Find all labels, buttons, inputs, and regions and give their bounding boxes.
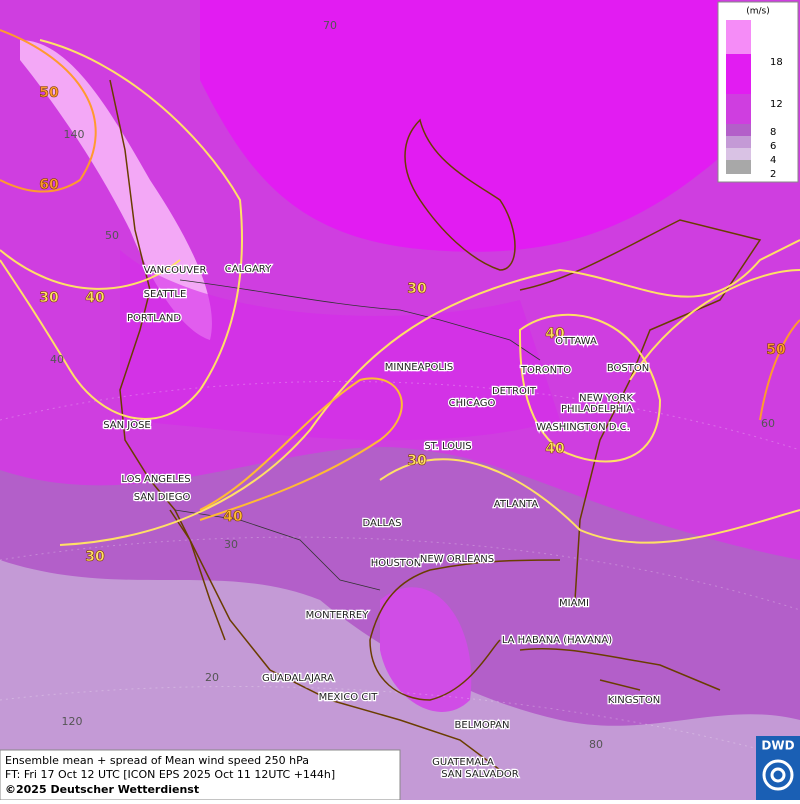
legend-swatch [726, 148, 751, 160]
spread-max [20, 40, 212, 340]
city-label: MEXICO CIT [319, 692, 379, 703]
contour-label: 30 [39, 290, 59, 306]
coastlines [109, 79, 762, 771]
city-label: SAN SALVADOR [441, 769, 518, 780]
city-label: SAN DIEGO [134, 492, 191, 503]
city-label: SEATTLE [144, 289, 187, 300]
legend-swatch [726, 136, 751, 148]
legend-swatch [726, 160, 751, 174]
contour-labels: 50 60 30 40 30 40 50 30 40 40 30 [39, 85, 786, 566]
city-label: GUATEMALA [432, 757, 494, 768]
city-label: BOSTON [607, 363, 649, 374]
graticule-label: 70 [323, 19, 337, 32]
city-label: KINGSTON [608, 695, 661, 706]
city-label: TORONTO [520, 365, 571, 376]
city-label: LOS ANGELES [121, 474, 190, 485]
city-label: PORTLAND [127, 313, 181, 324]
cities: VANCOUVER CALGARY SEATTLE PORTLAND SAN JOSE L… [102, 263, 662, 782]
legend-swatch [726, 94, 751, 124]
spread-gulf [380, 587, 472, 712]
contour-label: 40 [545, 326, 565, 342]
contour-label: 50 [766, 342, 786, 358]
legend-label: 18 [770, 57, 783, 68]
city-label: PHILADELPHIA [561, 404, 633, 415]
footer: Ensemble mean + spread of Mean wind spee… [0, 749, 401, 801]
legend-label: 4 [770, 155, 776, 166]
logo-text: DWD [761, 739, 794, 753]
footer-text: FT: Fri 17 Oct 12 UTC [ICON EPS 2025 Oct… [5, 768, 335, 781]
legend-unit: (m/s) [746, 7, 770, 17]
city-label: WASHINGTON D.C. [536, 422, 630, 433]
graticule [0, 380, 800, 761]
city-label: BELMOPAN [455, 720, 510, 731]
graticule-label: 50 [105, 229, 119, 242]
spread-high [200, 0, 760, 252]
graticule-label: 40 [50, 353, 64, 366]
legend-label: 6 [770, 141, 776, 152]
contours [0, 29, 800, 546]
city-label: CALGARY [225, 264, 272, 275]
legend-label: 8 [770, 127, 776, 138]
city-label: CHICAGO [449, 398, 496, 409]
logo-icon [762, 759, 794, 791]
graticule-label: 60 [761, 417, 775, 430]
graticule-label: 140 [64, 128, 85, 141]
logo-icon [770, 767, 786, 783]
city-label: MINNEAPOLIS [385, 362, 453, 373]
city-label: ST. LOUIS [424, 441, 471, 452]
legend-label: 12 [770, 99, 783, 110]
contour-label: 30 [85, 549, 105, 565]
city-label: VANCOUVER [144, 265, 207, 276]
city-label: MONTERREY [306, 610, 370, 621]
legend: (m/s) 18 12 8 6 4 2 [717, 1, 799, 183]
city-label: DETROIT [492, 386, 537, 397]
legend-swatch [726, 20, 751, 54]
borders [174, 279, 541, 591]
legend-label: 2 [770, 169, 776, 180]
contour-label: 50 [39, 85, 59, 101]
contour-label: 40 [85, 290, 105, 306]
spread-jet [120, 250, 560, 441]
city-label: NEW ORLEANS [420, 554, 494, 565]
logo: DWD [756, 736, 800, 800]
city-label: LA HABANA (HAVANA) [502, 635, 612, 646]
contour-label: 40 [223, 509, 243, 525]
legend-swatch [726, 124, 751, 136]
graticule-label: 20 [205, 671, 219, 684]
graticule-label: 80 [589, 738, 603, 751]
city-label: NEW YORK [579, 393, 633, 404]
city-label: ATLANTA [494, 499, 539, 510]
legend-swatch [726, 54, 751, 94]
graticule-label: 120 [62, 715, 83, 728]
city-label: GUADALAJARA [262, 673, 334, 684]
graticule-labels: 70 140 50 40 60 30 20 120 80 [50, 19, 775, 751]
city-label: OTTAWA [555, 336, 597, 347]
contour-label: 60 [39, 177, 59, 193]
city-label: DALLAS [363, 518, 402, 529]
city-label: HOUSTON [371, 558, 422, 569]
city-label: MIAMI [559, 598, 589, 609]
footer-text: ©2025 Deutscher Wetterdienst [5, 783, 199, 796]
contour-label: 40 [545, 441, 565, 457]
city-label: SAN JOSE [103, 420, 151, 431]
graticule-label: 30 [224, 538, 238, 551]
contour-label: 30 [407, 453, 427, 469]
footer-text: Ensemble mean + spread of Mean wind spee… [5, 754, 309, 767]
contour-label: 30 [407, 281, 427, 297]
